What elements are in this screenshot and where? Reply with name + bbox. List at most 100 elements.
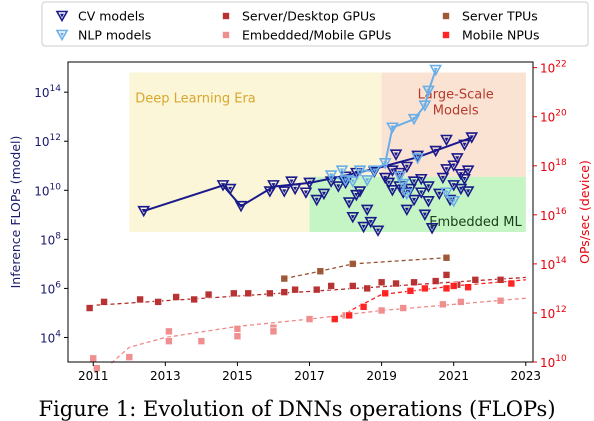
cv-models-point — [418, 209, 432, 221]
nlp-models-point — [440, 187, 453, 199]
cv-models-point — [440, 134, 453, 147]
server-desktop-gpus-point — [471, 276, 480, 284]
embedded-mobile-gpus-point — [165, 327, 173, 336]
mobile-npus-point — [330, 315, 339, 323]
cv-models-point — [288, 183, 302, 196]
server-desktop-gpus-point — [172, 293, 180, 301]
cv-models-point — [360, 204, 374, 217]
left-tick-label: 104 — [40, 329, 61, 345]
cv-models-point — [400, 204, 414, 217]
embedded-mobile-gpus-point — [233, 332, 242, 341]
embedded-mobile-gpus-point — [89, 354, 98, 363]
cv-models-point — [400, 161, 414, 174]
nlp-models-trend — [330, 69, 437, 182]
embedded-mobile-gpus-trend — [110, 297, 526, 364]
mobile-npus-point — [421, 284, 429, 293]
server-desktop-gpus-point — [363, 284, 371, 293]
cv-models-point — [364, 216, 378, 229]
server-desktop-gpus-point — [85, 304, 94, 312]
plot-frame — [67, 61, 534, 363]
legend-marker-server-tpus — [442, 12, 450, 20]
x-tick-label: 2019 — [366, 369, 397, 383]
server-desktop-gpus-point — [100, 298, 108, 306]
server-desktop-gpus-point — [204, 290, 213, 299]
server-desktop-gpus-point — [136, 295, 144, 304]
server-desktop-gpus-point — [442, 271, 451, 279]
embedded-mobile-gpus-point — [233, 325, 242, 333]
nlp-models-point — [411, 153, 425, 165]
legend-marker-embedded-mobile-gpus — [222, 31, 230, 39]
nlp-models-point — [335, 165, 349, 177]
mobile-npus-point — [406, 287, 415, 295]
legend-label-server-tpus: Server TPUs — [462, 9, 538, 24]
legend-label-mobile-npus: Mobile NPUs — [462, 28, 540, 43]
cv-models-point — [447, 160, 461, 172]
nlp-models-point — [400, 188, 414, 201]
legend-marker-cv-models — [55, 10, 69, 23]
cv-models-point — [342, 197, 356, 209]
region-layer: Deep Learning Era Large-Scale Models Embedd… — [129, 72, 526, 232]
server-tpus-point — [442, 253, 451, 262]
server-desktop-gpus-point — [154, 298, 162, 306]
cv-models-point — [346, 211, 360, 224]
right-tick-label: 1020 — [540, 109, 567, 125]
x-tick-label: 2013 — [150, 369, 181, 383]
cv-models-point — [299, 187, 313, 199]
cv-models-point — [436, 172, 450, 185]
cv-models-point — [422, 181, 435, 193]
cv-models-point — [422, 196, 435, 208]
cv-models-point — [310, 194, 324, 207]
server-desktop-gpus-point — [291, 285, 299, 294]
x-tick-label: 2011 — [78, 369, 109, 383]
cv-models-point — [382, 177, 396, 190]
cv-models-point — [317, 188, 331, 201]
legend-marker-server-desktop-gpus — [222, 12, 230, 20]
server-desktop-gpus-trend — [89, 276, 526, 307]
left-tick-label: 1010 — [34, 182, 61, 198]
right-tick-label: 1018 — [540, 158, 567, 174]
legend-label-nlp-models: NLP models — [78, 28, 151, 43]
server-tpus-point — [316, 267, 325, 276]
embedded-mobile-gpus-point — [305, 315, 314, 323]
right-tick-label: 1016 — [540, 207, 567, 223]
legend-marker-nlp-models — [55, 29, 69, 42]
nlp-models-point — [396, 178, 410, 191]
figure-caption: Figure 1: Evolution of DNNs operations (… — [38, 397, 556, 421]
cv-models-point — [461, 186, 475, 198]
cv-models-point — [407, 194, 421, 207]
server-desktop-gpus-point — [244, 289, 253, 298]
server-desktop-gpus-point — [431, 277, 440, 285]
left-axis-label: Inference FLOPs (model) — [8, 136, 23, 289]
left-tick-label: 1012 — [34, 133, 61, 149]
x-tick-label: 2023 — [511, 369, 542, 383]
nlp-models-point — [393, 171, 406, 183]
legend: CV models Server/Desktop GPUs Server TPUs N… — [41, 1, 589, 47]
cv-models-point — [450, 153, 464, 165]
cv-models-point — [137, 205, 151, 218]
cv-models-point — [386, 184, 399, 197]
cv-models-point — [458, 173, 471, 186]
cv-models-point — [267, 180, 280, 192]
server-desktop-gpus-point — [327, 282, 335, 290]
cv-models-point — [465, 132, 479, 144]
cv-models-point — [263, 186, 277, 198]
embedded-mobile-gpus-point — [269, 327, 278, 336]
legend-label-cv-models: CV models — [78, 9, 145, 24]
embedded-mobile-gpus-point — [93, 364, 101, 372]
nlp-models-point — [429, 64, 443, 77]
server-desktop-gpus-point — [230, 289, 238, 298]
mobile-npus-point — [381, 289, 390, 298]
mobile-npus-point — [464, 283, 472, 291]
legend-marker-mobile-npus — [442, 31, 450, 39]
embedded-mobile-gpus-point — [496, 296, 505, 305]
cv-models-point — [331, 181, 345, 193]
right-tick-label: 1014 — [540, 256, 567, 272]
cv-models-point — [371, 225, 385, 237]
embedded-mobile-gpus-point — [165, 337, 173, 345]
legend-label-server-desktop-gpus: Server/Desktop GPUs — [242, 9, 376, 24]
flops-chart: Deep Learning Era Large-Scale Models Embedd… — [8, 1, 592, 383]
left-tick-label: 1014 — [34, 84, 61, 100]
server-tpus-point — [348, 260, 357, 268]
nlp-models-point — [353, 165, 367, 177]
left-tick-label: 106 — [40, 280, 61, 296]
